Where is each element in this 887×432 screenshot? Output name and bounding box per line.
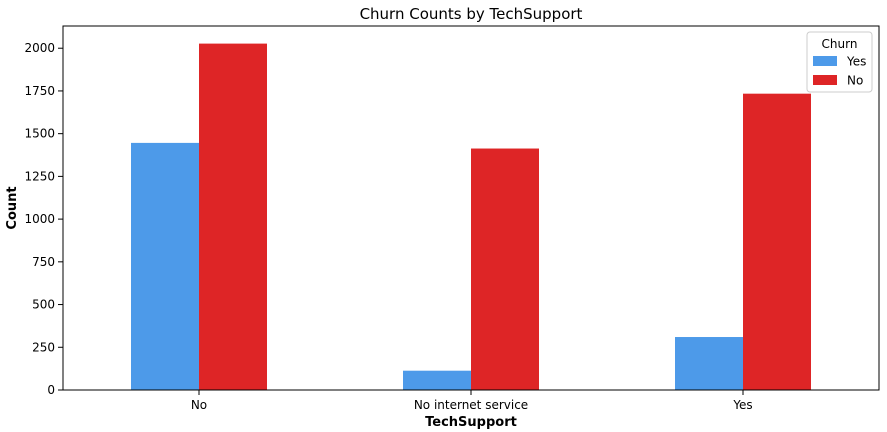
y-axis-label: Count <box>5 186 20 229</box>
bar-yes-2 <box>675 337 743 390</box>
y-tick-label: 1500 <box>24 127 55 141</box>
y-tick-label: 2000 <box>24 41 55 55</box>
legend-label-no: No <box>847 74 863 88</box>
y-tick-label: 500 <box>32 298 55 312</box>
x-tick-label: No internet service <box>414 398 528 412</box>
y-tick-label: 0 <box>47 383 55 397</box>
legend-label-yes: Yes <box>846 55 866 69</box>
bar-no-0 <box>199 43 267 391</box>
y-tick-label: 1250 <box>24 169 55 183</box>
y-tick-label: 250 <box>32 340 55 354</box>
plot-area: 0 250 500 750 1000 1250 1500 1750 2000 No No inter… <box>24 41 811 412</box>
chart-title: Churn Counts by TechSupport <box>360 5 583 23</box>
bar-no-2 <box>743 93 811 390</box>
x-axis-label: TechSupport <box>425 415 517 430</box>
legend: Churn Yes No <box>806 31 873 93</box>
x-tick-label: No <box>191 398 207 412</box>
y-tick-label: 750 <box>32 255 55 269</box>
bar-yes-1 <box>403 370 471 390</box>
legend-swatch-yes <box>813 56 837 66</box>
bar-yes-0 <box>131 142 199 390</box>
plot-frame <box>62 25 880 391</box>
x-tick-label: Yes <box>732 398 752 412</box>
legend-title: Churn <box>822 37 858 51</box>
y-tick-label: 1000 <box>24 212 55 226</box>
y-tick-label: 1750 <box>24 84 55 98</box>
legend-swatch-no <box>813 75 837 85</box>
bar-no-1 <box>471 148 539 390</box>
